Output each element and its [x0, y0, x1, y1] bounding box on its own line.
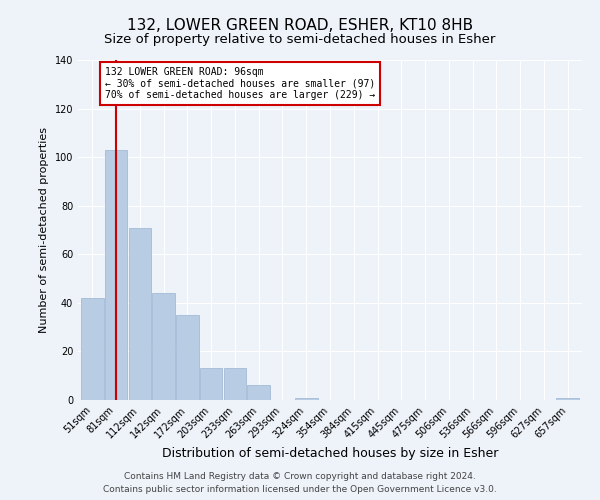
- Bar: [247, 386, 270, 400]
- Bar: [200, 368, 223, 400]
- X-axis label: Distribution of semi-detached houses by size in Esher: Distribution of semi-detached houses by …: [162, 446, 498, 460]
- Text: Contains HM Land Registry data © Crown copyright and database right 2024.: Contains HM Land Registry data © Crown c…: [124, 472, 476, 481]
- Bar: [224, 368, 246, 400]
- Y-axis label: Number of semi-detached properties: Number of semi-detached properties: [39, 127, 49, 333]
- Bar: [556, 398, 579, 400]
- Bar: [128, 228, 151, 400]
- Bar: [81, 298, 104, 400]
- Text: Contains public sector information licensed under the Open Government Licence v3: Contains public sector information licen…: [103, 486, 497, 494]
- Bar: [295, 398, 317, 400]
- Text: 132 LOWER GREEN ROAD: 96sqm
← 30% of semi-detached houses are smaller (97)
70% o: 132 LOWER GREEN ROAD: 96sqm ← 30% of sem…: [106, 68, 376, 100]
- Text: 132, LOWER GREEN ROAD, ESHER, KT10 8HB: 132, LOWER GREEN ROAD, ESHER, KT10 8HB: [127, 18, 473, 32]
- Bar: [105, 150, 127, 400]
- Bar: [176, 315, 199, 400]
- Text: Size of property relative to semi-detached houses in Esher: Size of property relative to semi-detach…: [104, 32, 496, 46]
- Bar: [152, 293, 175, 400]
